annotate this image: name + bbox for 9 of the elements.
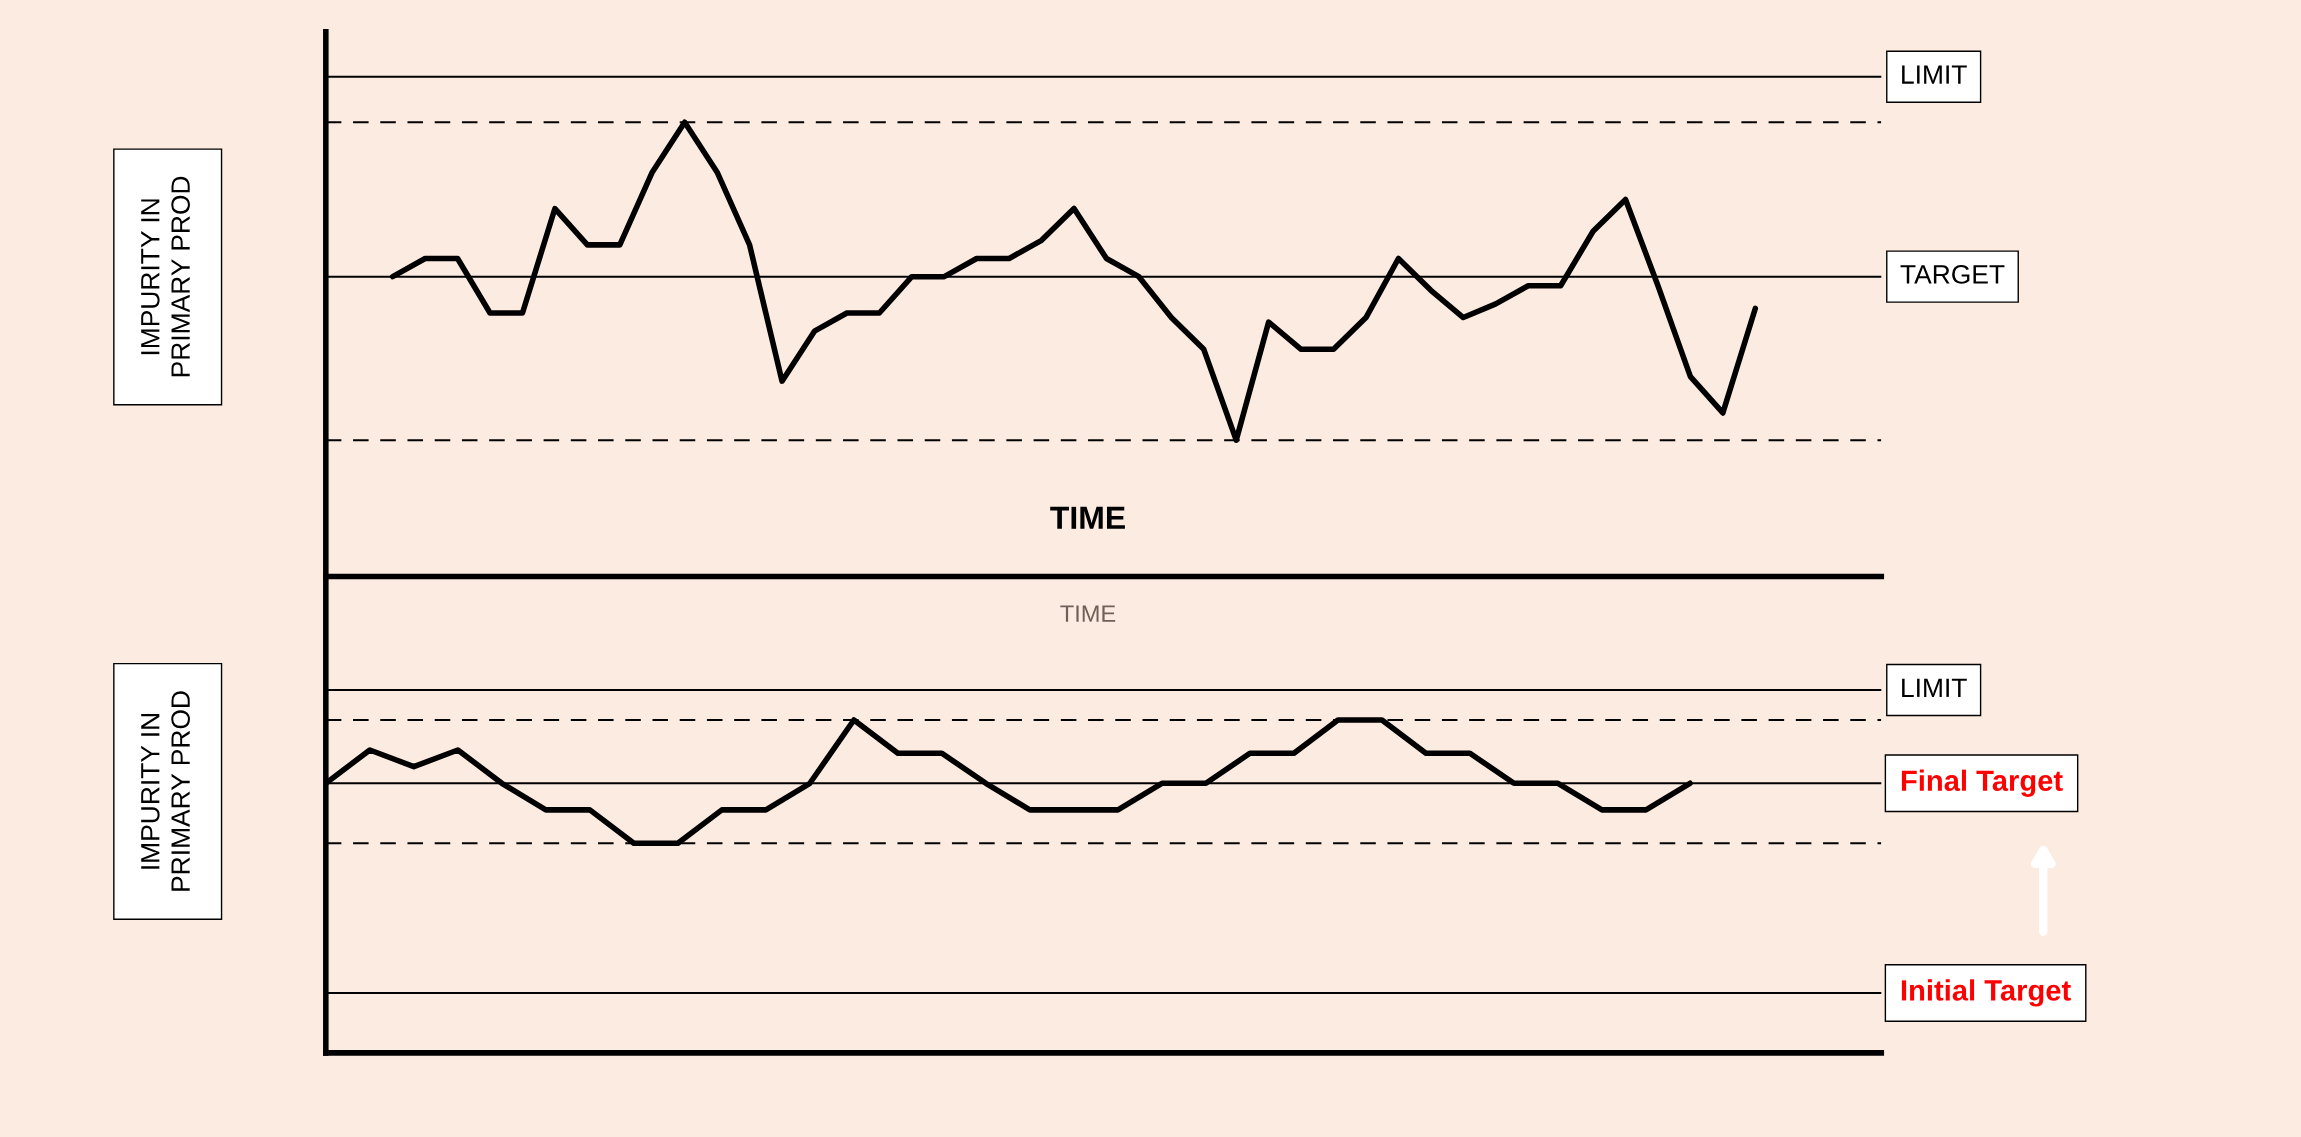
text: TIME: [1060, 605, 1116, 622]
ref-line-label: Final Target: [1901, 769, 2063, 797]
ref-line-label: TARGET: [1900, 265, 2005, 284]
y-axis-title: IMPURITY IN PRIMARY PROD: [141, 176, 190, 377]
y-axis-title: IMPURITY IN PRIMARY PROD: [141, 691, 190, 891]
x-axis-title: TIME: [1050, 506, 1125, 529]
ref-line-label: LIMIT: [1902, 65, 1967, 84]
ref-line-label: Initial Target: [1901, 979, 2071, 1007]
ref-line-label: LIMIT: [1902, 678, 1967, 697]
